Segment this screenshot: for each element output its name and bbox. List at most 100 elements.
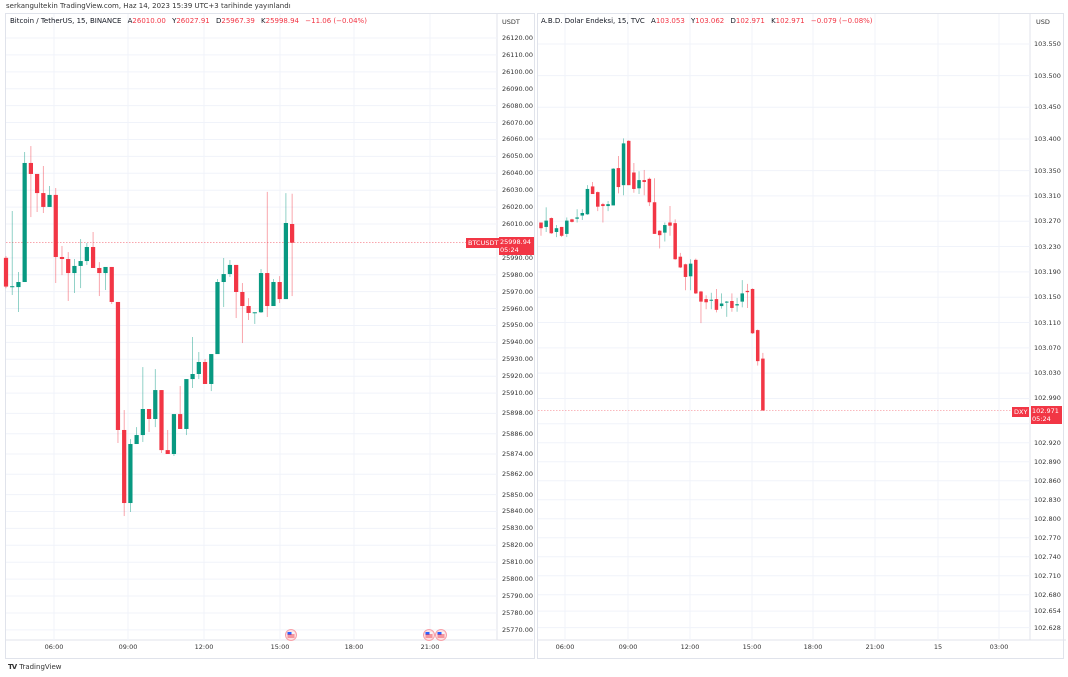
tradingview-logo-text: TradingView [19,663,62,671]
dxy-candle [683,263,688,291]
btc-candle-body [190,374,195,380]
dxy-candle [699,290,703,324]
dxy-candle-body [730,300,734,308]
btc-price-tick-label: 26040.00 [502,169,534,178]
dxy-candle-body [735,304,739,306]
dxy-symbol-title[interactable]: A.B.D. Dolar Endeksi, 15, TVC [541,17,645,25]
btc-candle-body [209,354,214,384]
btc-candle-body [171,414,177,454]
dxy-candle-body [678,256,683,268]
dxy-candle-body [585,188,590,215]
btc-candle [47,185,52,207]
btc-bar-countdown: 05:24 [500,246,519,254]
btc-ohlc-open: A26010.00 [127,17,166,25]
btc-candle-body [283,222,289,300]
dxy-price-tick-label: 103.400 [1034,134,1061,143]
us-flag-icon[interactable] [285,629,297,641]
dxy-candle-body [699,291,703,302]
dxy-candle [616,156,621,194]
dxy-candle [709,292,714,310]
dxy-candle [652,178,657,234]
dxy-candle-body [565,220,569,234]
dxy-time-tick-label: 03:00 [989,643,1009,651]
btc-candle [97,262,102,297]
btc-price-tick-label: 25810.00 [502,558,534,567]
us-flag-icon[interactable] [435,629,447,641]
btc-symbol-title[interactable]: Bitcoin / TetherUS, 15, BINANCE [10,17,122,25]
dxy-candle-body [554,228,559,233]
btc-ticker-tag: BTCUSDT [466,238,501,248]
dxy-candle [688,259,693,291]
btc-time-tick-label: 06:00 [44,643,64,651]
dxy-candle [647,177,652,207]
btc-price-tick-label: 25800.00 [502,575,534,584]
btc-candle [196,352,201,380]
btc-candle [53,187,58,284]
dxy-candle [761,352,765,411]
btc-price-tick-label: 25770.00 [502,625,534,634]
btc-price-tick-label: 25830.00 [502,524,534,533]
btc-candle [171,414,177,457]
us-flag-icon[interactable] [423,629,435,641]
btc-candle-body [240,291,245,307]
btc-chart-pane[interactable] [5,13,535,659]
dxy-candle-body [642,180,646,182]
dxy-candle [559,226,564,238]
dxy-price-tick-label: 102.740 [1034,552,1061,561]
dxy-candle-body [683,264,688,277]
dxy-candle [678,252,683,269]
btc-currency-label[interactable]: USDT [502,18,520,26]
dxy-candle-body [559,226,564,236]
us-flag-stripe [437,636,445,638]
btc-candle [109,266,114,304]
dxy-candle-body [688,263,693,277]
dxy-candle [730,293,734,312]
btc-candle [165,429,170,454]
dxy-candle-body [709,299,714,301]
dxy-candle [580,209,585,220]
dxy-candle [657,230,662,249]
btc-change: −11.06 (−0.04%) [305,17,367,25]
dxy-currency-label[interactable]: USD [1036,18,1050,26]
dxy-chart-pane[interactable] [537,13,1064,659]
dxy-price-tick-label: 103.110 [1034,318,1061,327]
dxy-candle [750,288,755,334]
dxy-price-tick-label: 102.990 [1034,394,1061,403]
dxy-candle-body [637,180,641,189]
dxy-price-tick-label: 102.628 [1034,623,1061,632]
btc-candle-body [277,282,282,300]
tradingview-logo[interactable]: TV TradingView [8,663,62,671]
btc-candle-body [10,286,15,288]
dxy-price-tick-label: 103.070 [1034,343,1061,352]
btc-price-tick-label: 25970.00 [502,287,534,296]
btc-candle-body [128,444,133,504]
btc-candle-body [53,194,58,257]
btc-candle-body [196,361,201,375]
dxy-candle [632,163,636,193]
btc-candle-body [215,282,220,355]
btc-candle [122,410,127,517]
btc-candle-body [16,282,21,288]
btc-candle-body [3,257,9,287]
dxy-candle-body [714,299,719,310]
btc-candle-body [134,435,139,445]
btc-price-tick-label: 25780.00 [502,608,534,617]
btc-candle-body [84,247,89,262]
dxy-candle [694,258,698,295]
dxy-ohlc-high: Y103.062 [691,17,725,25]
btc-price-tick-label: 25940.00 [502,338,534,347]
dxy-candle [549,217,554,234]
btc-price-tick-label: 25950.00 [502,321,534,330]
dxy-price-tick-label: 103.150 [1034,293,1061,302]
btc-candle [72,259,77,294]
btc-price-tick-label: 25840.00 [502,507,534,516]
dxy-candle-body [616,168,621,188]
dxy-price-tick-label: 103.030 [1034,369,1061,378]
dxy-change: −0.079 (−0.08%) [810,17,873,25]
dxy-candle-body [606,204,610,207]
btc-ohlc-low: D25967.39 [215,17,255,25]
btc-candle [66,252,71,301]
dxy-candle [539,222,543,236]
btc-price-tick-label: 25850.00 [502,490,534,499]
